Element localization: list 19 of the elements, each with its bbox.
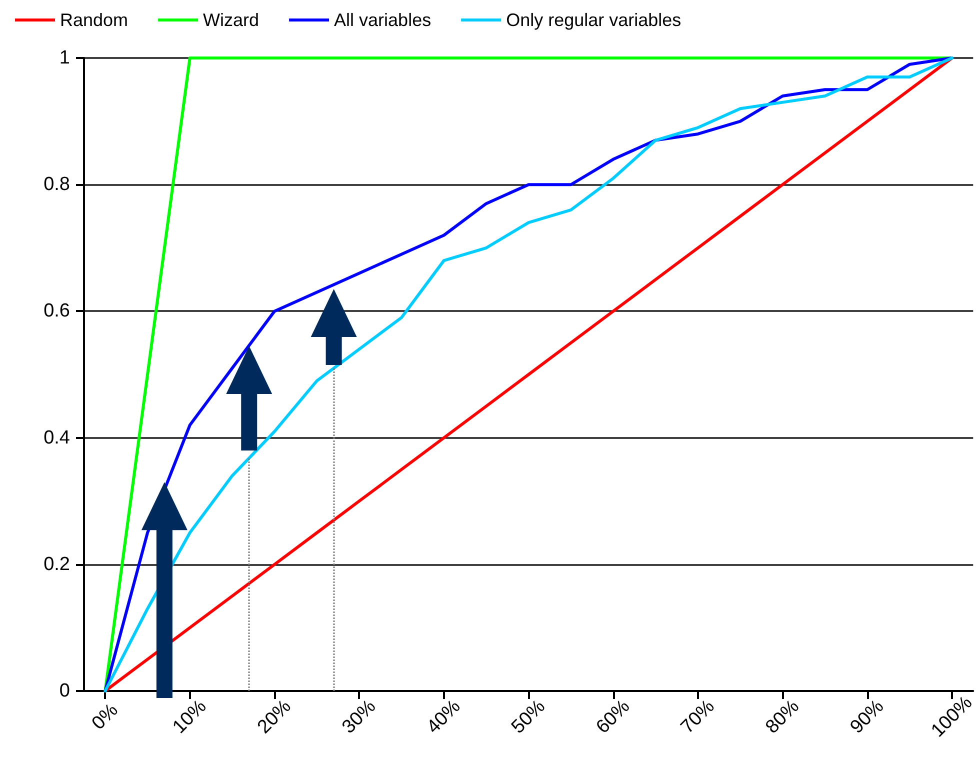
x-tick-label: 60%: [592, 696, 634, 738]
y-tick-label: 0.6: [44, 300, 70, 322]
legend-label: Random: [60, 10, 128, 30]
y-tick-label: 0.8: [44, 174, 70, 196]
legend-label: Wizard: [203, 10, 260, 30]
x-tick-label: 80%: [762, 696, 804, 738]
x-tick-label: 40%: [423, 696, 465, 738]
legend-label: All variables: [334, 10, 432, 30]
x-tick-label: 90%: [846, 696, 888, 738]
line-series: [104, 56, 954, 692]
x-tick-label: 0%: [88, 700, 122, 734]
x-tick-label: 50%: [508, 696, 550, 738]
x-tick-label: 30%: [338, 696, 380, 738]
y-tick-label: 0: [59, 680, 70, 702]
legend-label: Only regular variables: [506, 10, 682, 30]
y-tick-label: 0.4: [44, 427, 70, 448]
y-tick-label: 0.2: [44, 554, 70, 575]
x-tick-label: 70%: [677, 696, 719, 738]
y-tick-label: 1: [59, 48, 70, 68]
